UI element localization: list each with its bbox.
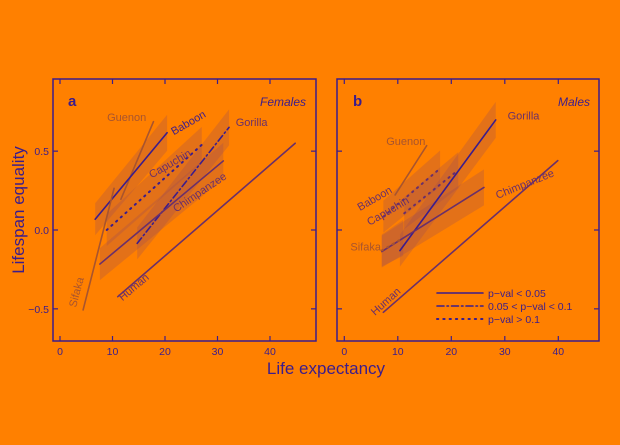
line-human-panel-a [116,142,297,298]
line-gorilla-panel-a [136,126,230,245]
x-tick-label: 40 [552,346,564,358]
band-chimpanzee-panel-b [381,169,484,268]
line-sifaka-panel-b [380,236,405,252]
x-tick-label: 40 [264,346,276,358]
label-gorilla-panel-a: Gorilla [236,117,269,129]
line-guenon-panel-a [120,120,155,201]
legend-label-dashdot: 0.05 < p−val < 0.1 [488,301,573,313]
band-capuchin-panel-b [404,152,459,230]
line-human-panel-b [382,159,559,314]
line-sifaka-panel-a [82,187,115,311]
label-sifaka-panel-b: Sifaka [350,242,381,254]
line-baboon-panel-a [94,131,168,221]
line-guenon-panel-b [394,144,428,196]
x-tick-label: 30 [212,346,224,358]
y-tick-label: −0.5 [28,304,49,316]
x-tick-label: 20 [445,346,457,358]
y-axis-label: Lifespan equality [9,146,28,274]
panel-b-title: Males [558,95,590,109]
line-gorilla-panel-b [399,119,497,252]
legend-label-solid: p−val < 0.05 [488,288,546,300]
legend: p−val < 0.050.05 < p−val < 0.1p−val > 0.… [436,288,573,326]
line-capuchin-panel-a [105,143,203,231]
y-tick-label: 0.5 [34,146,49,158]
panel-a-letter: a [68,93,77,110]
panel-a-frame [52,78,317,342]
x-tick-label: 30 [499,346,511,358]
panel-b-frame [336,78,600,342]
line-baboon-panel-b [382,167,442,218]
legend-label-dotted: p−val > 0.1 [488,314,540,326]
label-guenon-panel-b: Guenon [386,136,425,148]
label-guenon-panel-a: Guenon [107,112,146,124]
x-tick-label: 20 [159,346,171,358]
panel-b-letter: b [353,93,362,110]
x-tick-label: 0 [57,346,63,358]
x-tick-label: 10 [392,346,404,358]
x-tick-label: 10 [107,346,119,358]
label-gorilla-panel-b: Gorilla [508,111,541,123]
y-tick-label: 0.0 [34,225,49,237]
panel-a-title: Females [260,95,306,109]
x-axis-label: Life expectancy [267,359,386,378]
line-capuchin-panel-b [403,169,460,215]
line-chimpanzee-panel-a [99,160,225,265]
x-tick-label: 0 [341,346,347,358]
